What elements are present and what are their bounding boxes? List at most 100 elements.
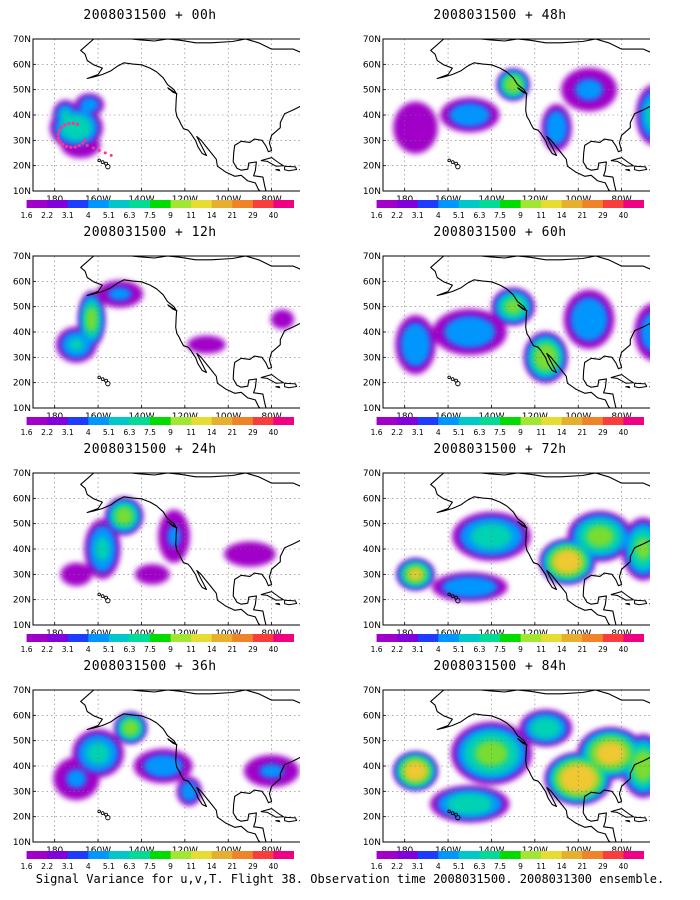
colorbar-swatch — [479, 200, 501, 208]
colorbar-label: 21 — [578, 428, 588, 437]
lat-tick-label: 20N — [363, 379, 381, 389]
colorbar-label: 40 — [269, 211, 279, 220]
colorbar: 1.6 2.2 3.1 4 5.1 6.3 7.5 9 11 14 21 29 40 — [356, 851, 644, 871]
colorbar-swatch — [211, 851, 233, 859]
colorbar-swatch — [108, 634, 130, 642]
panel-title: 2008031500 + 48h — [433, 8, 567, 23]
colorbar-swatch — [500, 634, 522, 642]
colorbar-swatch — [26, 851, 48, 859]
colorbar-label: 2.2 — [41, 645, 53, 654]
colorbar-label: 40 — [269, 645, 279, 654]
map-panel: 2008031500 + 36h10N20N30N40N50N60N70N180… — [0, 659, 300, 874]
coastline — [80, 256, 300, 408]
colorbar-label: 7.5 — [494, 211, 506, 220]
colorbar-label: 1.6 — [371, 862, 383, 871]
colorbar-swatch — [88, 634, 110, 642]
colorbar-label: 7.5 — [494, 862, 506, 871]
coastline — [80, 690, 300, 842]
contour-region — [85, 307, 98, 332]
colorbar-swatch — [211, 417, 233, 425]
lat-tick-label: 60N — [363, 60, 381, 70]
colorbar-swatch — [582, 200, 604, 208]
contour-region — [575, 78, 604, 101]
colorbar-label: 1.6 — [21, 211, 33, 220]
colorbar-label: 29 — [248, 645, 258, 654]
panel-title: 2008031500 + 00h — [83, 8, 217, 23]
colorbar-label: 1.6 — [21, 645, 33, 654]
colorbar-label: 7.5 — [494, 645, 506, 654]
colorbar-label: 14 — [207, 645, 217, 654]
colorbar-swatch — [438, 634, 460, 642]
colorbar-label: 21 — [578, 862, 588, 871]
contour-region — [446, 793, 493, 815]
lat-tick-label: 10N — [13, 838, 31, 848]
map-panel: 2008031500 + 72h10N20N30N40N50N60N70N180… — [350, 442, 650, 657]
colorbar-label: 3.1 — [62, 211, 74, 220]
colorbar-label: 11 — [536, 862, 546, 871]
contour-region — [400, 322, 431, 367]
colorbar-swatch — [541, 200, 563, 208]
coastline — [430, 39, 650, 191]
colorbar-swatch — [273, 851, 294, 859]
colorbar-swatch — [561, 200, 583, 208]
colorbar-swatch — [150, 417, 172, 425]
colorbar-label: 7.5 — [144, 645, 156, 654]
contour-region — [115, 506, 134, 526]
contour-region — [393, 101, 438, 154]
colorbar-swatch — [108, 200, 130, 208]
colorbar-swatch — [170, 634, 192, 642]
colorbar-label: 4 — [86, 645, 91, 654]
colorbar-swatch — [623, 417, 644, 425]
lat-tick-label: 30N — [363, 136, 381, 146]
lat-tick-label: 40N — [363, 328, 381, 338]
colorbar-swatch — [397, 634, 419, 642]
colorbar-label: 4 — [86, 428, 91, 437]
contour-region — [570, 297, 608, 342]
colorbar-label: 14 — [557, 645, 567, 654]
colorbar-label: 2.2 — [391, 862, 403, 871]
variance-map: 10N20N30N40N50N60N70N180160W140W120W100W… — [363, 35, 650, 205]
colorbar-swatch — [129, 634, 151, 642]
colorbar-label: 6.3 — [123, 211, 135, 220]
colorbar-swatch — [129, 417, 151, 425]
lat-tick-label: 50N — [13, 737, 31, 747]
colorbar-label: 21 — [228, 211, 238, 220]
colorbar-swatch — [582, 417, 604, 425]
colorbar-label: 21 — [228, 645, 238, 654]
panel-title: 2008031500 + 72h — [433, 442, 567, 457]
colorbar-swatch — [458, 417, 480, 425]
colorbar-label: 3.1 — [412, 211, 424, 220]
colorbar-swatch — [191, 851, 213, 859]
colorbar-label: 6.3 — [123, 862, 135, 871]
colorbar-swatch — [150, 851, 172, 859]
contour-region — [108, 287, 132, 301]
colorbar-label: 11 — [186, 862, 196, 871]
lat-tick-label: 40N — [13, 111, 31, 121]
colorbar-swatch — [438, 851, 460, 859]
colorbar-swatch — [6, 851, 28, 859]
colorbar-label: 1.6 — [21, 862, 33, 871]
contour-region — [60, 114, 92, 141]
colorbar-label: 29 — [598, 862, 608, 871]
colorbar-swatch — [150, 200, 172, 208]
colorbar-label: 5.1 — [103, 211, 115, 220]
contour-region — [553, 550, 582, 573]
colorbar-label: 21 — [578, 645, 588, 654]
contour-region — [95, 537, 110, 561]
lat-tick-label: 10N — [13, 621, 31, 631]
colorbar-label: 7.5 — [144, 428, 156, 437]
colorbar-swatch — [252, 417, 274, 425]
panel-title: 2008031500 + 12h — [83, 225, 217, 240]
colorbar-swatch — [88, 417, 110, 425]
colorbar-swatch — [6, 417, 28, 425]
lat-tick-label: 30N — [363, 353, 381, 363]
map-panel: 2008031500 + 60h10N20N30N40N50N60N70N180… — [350, 225, 650, 440]
colorbar-label: 40 — [619, 862, 629, 871]
colorbar-swatch — [6, 200, 28, 208]
colorbar-label: 9 — [518, 211, 523, 220]
colorbar-swatch — [6, 634, 28, 642]
lat-tick-label: 50N — [363, 737, 381, 747]
colorbar-label: 5.1 — [103, 645, 115, 654]
colorbar-swatch — [232, 417, 254, 425]
contour-region — [122, 719, 140, 737]
